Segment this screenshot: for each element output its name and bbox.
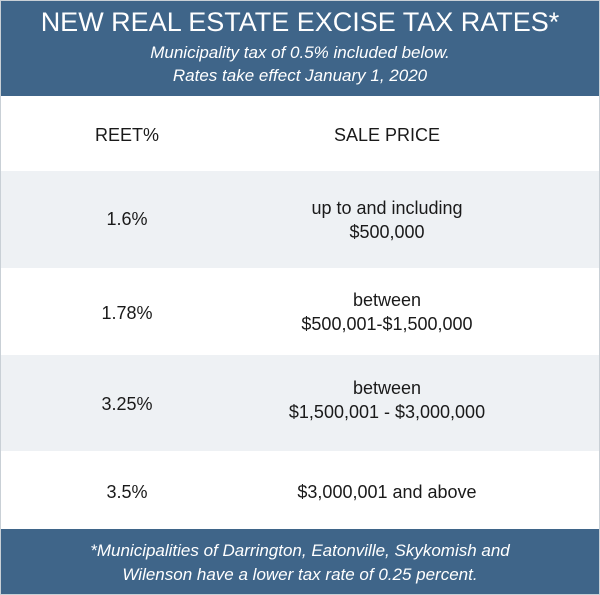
rate-cell: 1.6% [106,209,148,229]
table-header-row: REET% SALE PRICE [1,96,599,171]
price-cell-line1: between [352,290,422,310]
page-title: NEW REAL ESTATE EXCISE TAX RATES* [40,7,560,37]
rate-cell: 3.25% [101,394,153,414]
rate-cell: 1.78% [101,303,153,323]
subtitle-effective-date: Rates take effect January 1, 2020 [172,66,428,85]
price-cell-line2: $500,001-$1,500,000 [301,314,473,334]
column-header-sale-price: SALE PRICE [333,125,441,145]
price-cell-line1: $3,000,001 and above [297,482,477,502]
table-row: 3.25% between $1,500,001 - $3,000,000 [1,355,599,451]
price-cell-line2: $1,500,001 - $3,000,000 [288,402,486,422]
rate-cell: 3.5% [106,482,148,502]
table-row: 1.6% up to and including $500,000 [1,171,599,268]
table-row: 1.78% between $500,001-$1,500,000 [1,268,599,355]
subtitle-municipality-note: Municipality tax of 0.5% included below. [150,43,450,62]
footer-note-line1: *Municipalities of Darrington, Eatonvill… [90,541,510,560]
header-banner: NEW REAL ESTATE EXCISE TAX RATES* Munici… [1,1,599,96]
column-header-reet: REET% [94,125,159,145]
price-cell-line1: between [352,378,422,398]
price-cell-line1: up to and including [311,198,463,218]
footer-note-banner: *Municipalities of Darrington, Eatonvill… [1,529,599,594]
footer-note-line2: Wilenson have a lower tax rate of 0.25 p… [122,565,478,584]
price-cell-line2: $500,000 [349,222,425,242]
table-row: 3.5% $3,000,001 and above [1,451,599,529]
